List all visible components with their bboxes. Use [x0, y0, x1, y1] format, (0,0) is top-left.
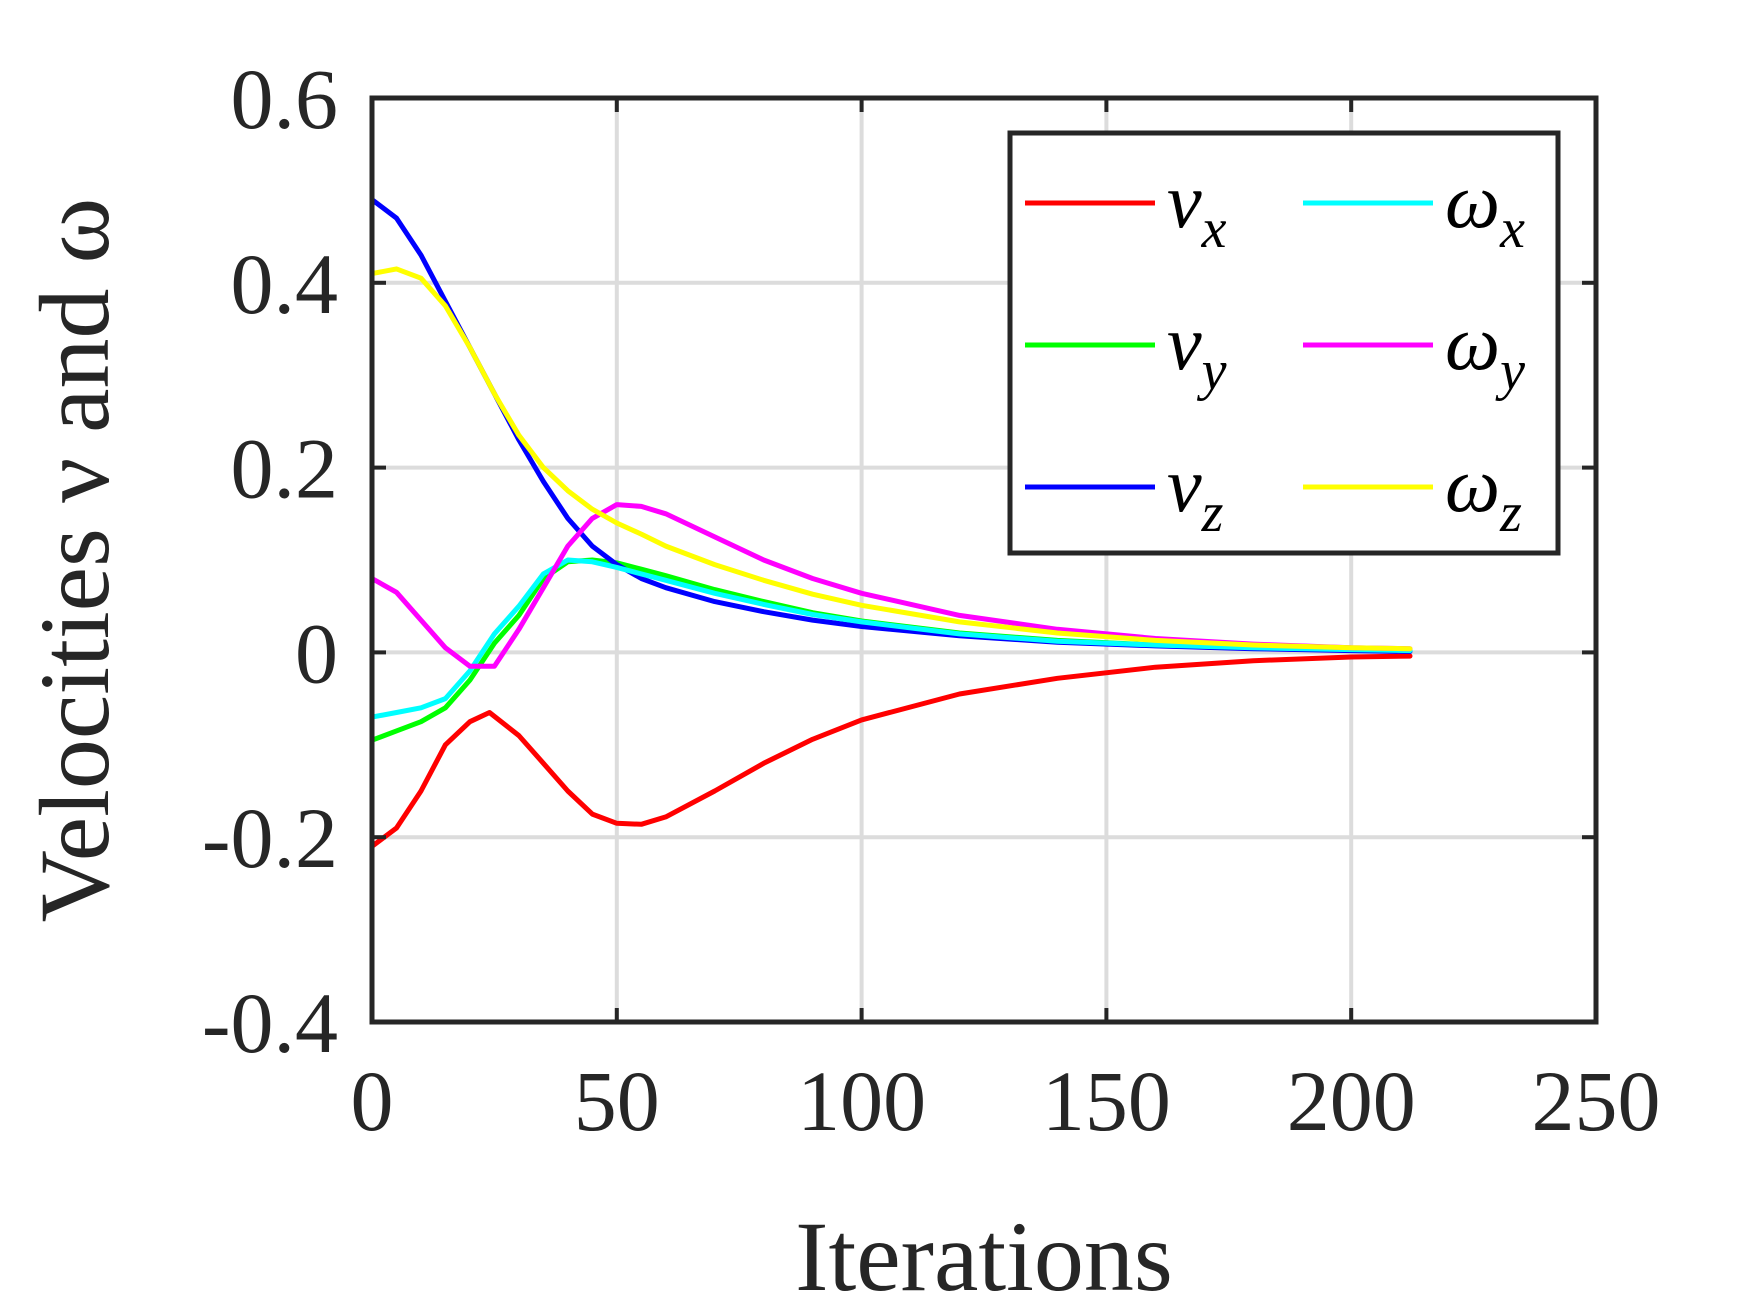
legend-label: νz	[1167, 441, 1224, 544]
y-tick-label: 0.4	[231, 236, 339, 332]
legend-label-subscript: x	[1499, 198, 1525, 260]
legend-label-subscript: z	[1499, 482, 1522, 544]
series-layer	[369, 197, 1413, 849]
plot-area-frame	[369, 95, 1599, 1025]
y-tick-label: -0.4	[202, 975, 338, 1071]
x-tick-label: 200	[1287, 1053, 1416, 1149]
series-line-ωy	[369, 502, 1413, 669]
x-tick-label: 250	[1532, 1053, 1661, 1149]
legend-label-subscript: y	[1495, 340, 1525, 402]
legend-label: νy	[1167, 299, 1227, 402]
legend-label-subscript: y	[1197, 340, 1227, 402]
y-tick-label: 0	[295, 605, 338, 701]
x-tick-label: 100	[797, 1053, 926, 1149]
legend-label-symbol: ω	[1445, 299, 1500, 386]
y-tick-label: 0.6	[231, 51, 339, 147]
y-axis-title: Velocities ν and ω	[19, 198, 130, 923]
tick-layer: 0 50 100 150 200 250 -0.4 -0.2 0 0.2 0.4 0.6	[202, 51, 1661, 1149]
y-tick-label: -0.2	[202, 790, 338, 886]
series-line-ωx	[369, 557, 1413, 720]
legend-label-symbol: ω	[1445, 157, 1500, 244]
y-tick-label: 0.2	[231, 421, 339, 517]
legend-label-symbol: ν	[1167, 299, 1202, 386]
legend-label: ωy	[1445, 299, 1525, 402]
legend-label-symbol: ν	[1167, 441, 1202, 528]
x-tick-label: 150	[1042, 1053, 1171, 1149]
legend-label-subscript: z	[1201, 482, 1224, 544]
legend-label: νx	[1167, 157, 1227, 260]
legend-label: ωz	[1445, 441, 1522, 544]
x-tick-label: 0	[351, 1053, 394, 1149]
x-axis-title: Iterations	[795, 1201, 1173, 1312]
legend-label-symbol: ν	[1167, 157, 1202, 244]
legend-label-symbol: ω	[1445, 441, 1500, 528]
series-line-ωz	[369, 266, 1413, 652]
x-tick-label: 50	[574, 1053, 660, 1149]
series-line-νx	[369, 653, 1413, 849]
legend-label: ωx	[1445, 157, 1525, 260]
legend-label-subscript: x	[1201, 198, 1227, 260]
